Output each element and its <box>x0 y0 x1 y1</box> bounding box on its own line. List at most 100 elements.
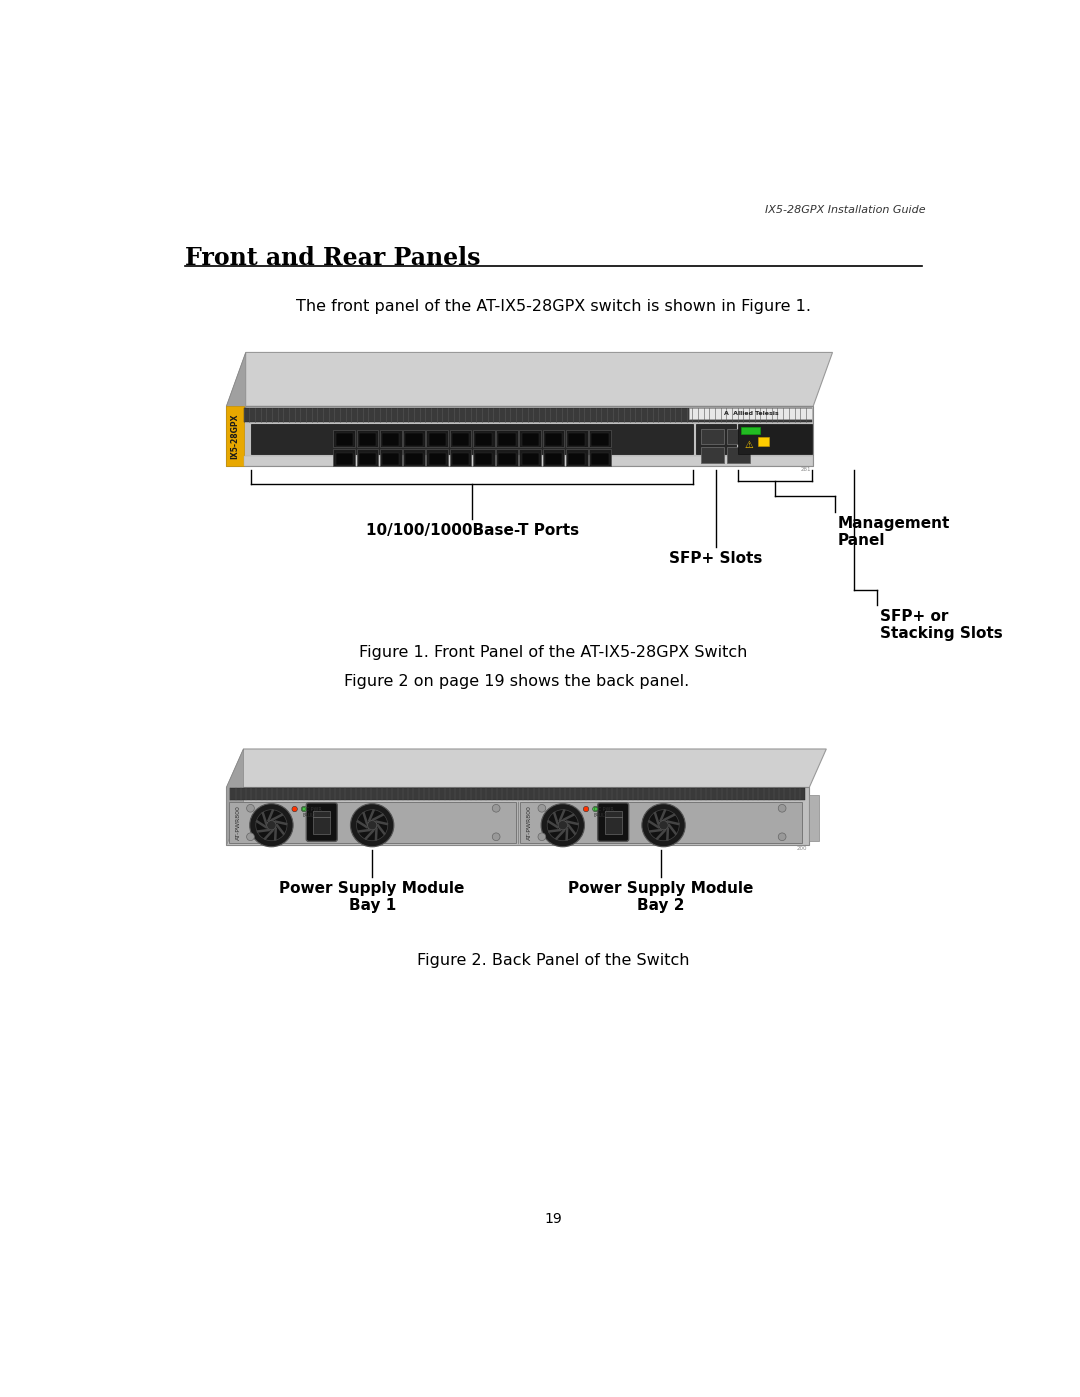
Polygon shape <box>227 749 826 788</box>
Bar <box>545 433 562 446</box>
FancyBboxPatch shape <box>597 803 629 841</box>
Bar <box>243 455 813 467</box>
Circle shape <box>538 833 545 841</box>
Circle shape <box>292 806 297 812</box>
Bar <box>405 453 422 465</box>
Circle shape <box>648 810 679 841</box>
Bar <box>689 408 811 419</box>
Text: 200: 200 <box>796 847 807 851</box>
Bar <box>727 447 751 462</box>
Circle shape <box>492 833 500 841</box>
Bar <box>403 430 424 447</box>
Circle shape <box>356 810 388 841</box>
Bar <box>741 427 760 434</box>
Bar <box>758 437 769 447</box>
Bar <box>496 450 517 467</box>
Bar <box>227 407 813 467</box>
Bar <box>427 450 448 467</box>
Bar <box>701 447 724 462</box>
Bar <box>334 450 355 467</box>
Bar <box>590 450 611 467</box>
Circle shape <box>659 820 669 830</box>
Bar <box>451 433 469 446</box>
Bar <box>336 453 353 465</box>
Bar <box>473 430 495 447</box>
Text: IX5-28GPX Installation Guide: IX5-28GPX Installation Guide <box>765 204 926 215</box>
Text: AT-PWR800: AT-PWR800 <box>235 805 241 840</box>
Text: SFP+ or
Stacking Slots: SFP+ or Stacking Slots <box>880 609 1002 641</box>
Bar <box>405 433 422 446</box>
Text: Figure 2. Back Panel of the Switch: Figure 2. Back Panel of the Switch <box>417 953 690 968</box>
Bar <box>227 788 809 845</box>
Bar <box>403 450 424 467</box>
Bar <box>227 407 243 467</box>
Bar <box>519 450 541 467</box>
Bar <box>336 433 353 446</box>
Bar <box>499 453 515 465</box>
Bar <box>475 433 492 446</box>
Circle shape <box>492 805 500 812</box>
Bar <box>334 430 355 447</box>
Bar <box>449 430 471 447</box>
Circle shape <box>350 803 394 847</box>
Text: A  Allied Telesis: A Allied Telesis <box>724 411 779 416</box>
Bar <box>522 433 539 446</box>
Bar <box>568 433 585 446</box>
Text: Power Supply Module
Bay 2: Power Supply Module Bay 2 <box>568 880 754 914</box>
Circle shape <box>779 833 786 841</box>
Bar <box>359 433 376 446</box>
Bar <box>382 433 400 446</box>
Text: Figure 1. Front Panel of the AT-IX5-28GPX Switch: Figure 1. Front Panel of the AT-IX5-28GP… <box>360 645 747 659</box>
Polygon shape <box>227 749 243 845</box>
Circle shape <box>558 820 568 830</box>
Circle shape <box>779 805 786 812</box>
Bar <box>545 453 562 465</box>
Circle shape <box>301 806 307 812</box>
Circle shape <box>246 805 255 812</box>
Text: DC PWR
FAULT: DC PWR FAULT <box>302 806 322 817</box>
Text: 19: 19 <box>544 1213 563 1227</box>
Bar <box>592 453 608 465</box>
Bar <box>473 450 495 467</box>
Bar <box>809 795 819 841</box>
Circle shape <box>367 820 377 830</box>
Bar <box>499 433 515 446</box>
Bar <box>519 430 541 447</box>
Bar <box>449 450 471 467</box>
Circle shape <box>593 806 598 812</box>
Text: Figure 2 on page 19 shows the back panel.: Figure 2 on page 19 shows the back panel… <box>345 675 689 689</box>
Bar <box>359 453 376 465</box>
Bar <box>727 429 751 444</box>
Bar <box>590 430 611 447</box>
Text: Power Supply Module
Bay 1: Power Supply Module Bay 1 <box>280 880 464 914</box>
Circle shape <box>249 803 293 847</box>
Bar <box>451 453 469 465</box>
Bar <box>566 450 588 467</box>
Polygon shape <box>227 352 833 407</box>
Bar <box>382 453 400 465</box>
Bar <box>252 425 693 454</box>
Bar <box>243 408 811 422</box>
Bar <box>380 430 402 447</box>
Bar <box>542 430 565 447</box>
Text: Management
Panel: Management Panel <box>837 515 949 548</box>
Bar <box>738 425 811 454</box>
Bar <box>230 788 806 800</box>
Bar <box>356 450 378 467</box>
Bar <box>380 450 402 467</box>
Text: SFP+ Slots: SFP+ Slots <box>670 550 762 566</box>
Circle shape <box>256 810 287 841</box>
Circle shape <box>538 805 545 812</box>
Bar <box>427 430 448 447</box>
Bar <box>429 453 446 465</box>
Bar <box>229 802 515 842</box>
Circle shape <box>541 803 584 847</box>
Bar <box>592 433 608 446</box>
Circle shape <box>548 810 579 841</box>
Circle shape <box>583 806 589 812</box>
Bar <box>542 450 565 467</box>
Bar <box>521 802 801 842</box>
Bar <box>313 810 330 834</box>
Circle shape <box>246 833 255 841</box>
Bar <box>566 430 588 447</box>
